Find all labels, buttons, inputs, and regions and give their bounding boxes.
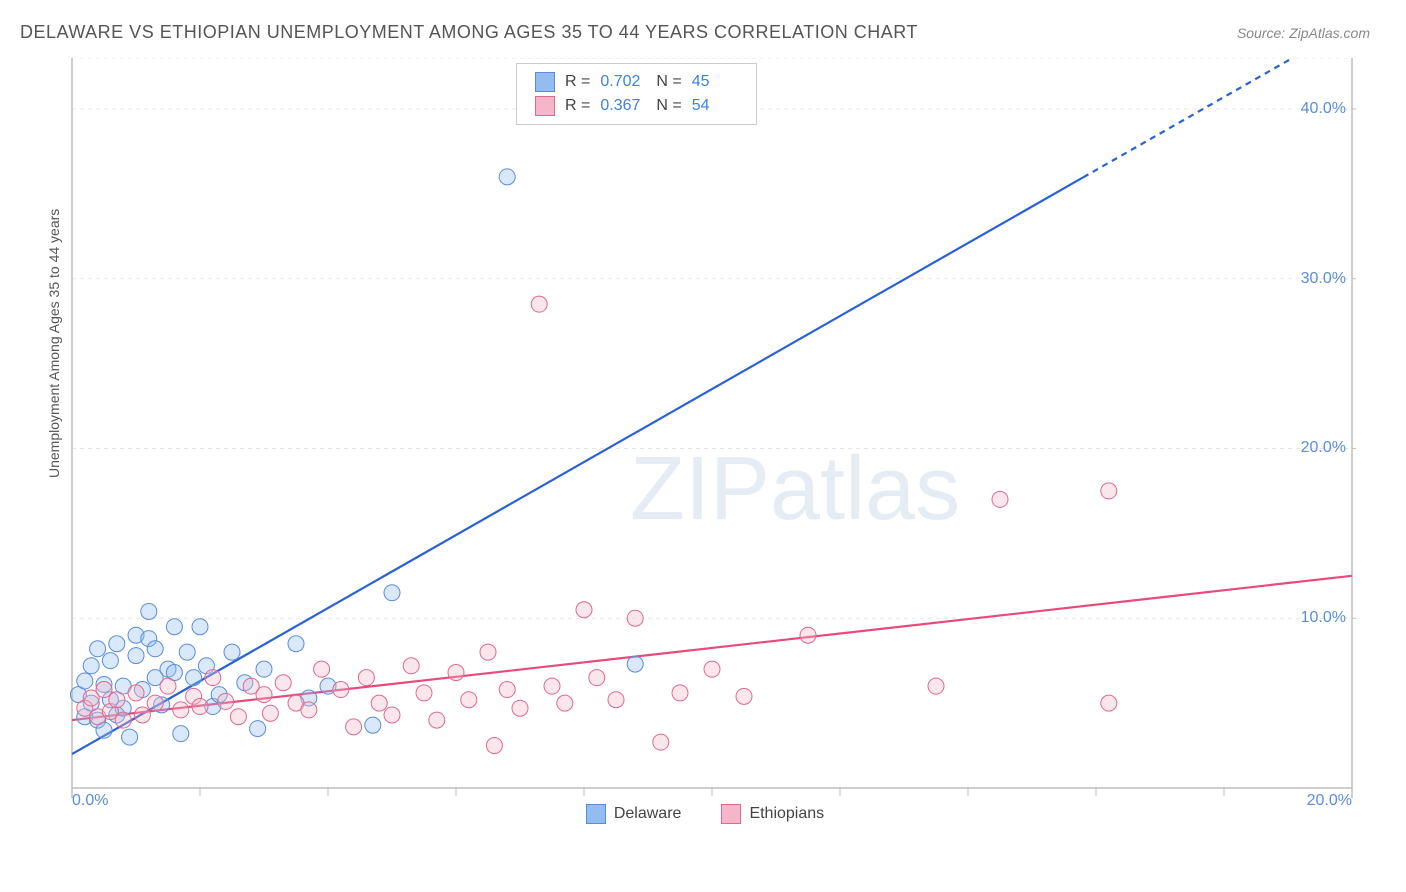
legend-label: Ethiopians	[749, 805, 824, 823]
xtick-label: 0.0%	[72, 792, 108, 810]
chart: Unemployment Among Ages 35 to 44 years Z…	[50, 58, 1360, 818]
ytick-label: 20.0%	[1301, 439, 1346, 457]
n-value: 45	[692, 73, 738, 91]
r-label: R =	[565, 97, 590, 115]
legend-swatch	[586, 804, 606, 824]
xtick-label: 20.0%	[1307, 792, 1352, 810]
legend-label: Delaware	[614, 805, 682, 823]
ytick-label: 10.0%	[1301, 609, 1346, 627]
stats-swatch	[535, 96, 555, 116]
stats-row: R = 0.702 N = 45	[535, 70, 738, 94]
n-value: 54	[692, 97, 738, 115]
n-label: N =	[656, 97, 681, 115]
stats-swatch	[535, 72, 555, 92]
r-label: R =	[565, 73, 590, 91]
n-label: N =	[656, 73, 681, 91]
ytick-label: 40.0%	[1301, 100, 1346, 118]
stats-box: R = 0.702 N = 45 R = 0.367 N = 54	[516, 63, 757, 125]
legend-item: Ethiopians	[721, 804, 824, 824]
r-value: 0.702	[600, 73, 646, 91]
chart-title: DELAWARE VS ETHIOPIAN UNEMPLOYMENT AMONG…	[20, 22, 918, 43]
x-legend: Delaware Ethiopians	[50, 804, 1360, 824]
stats-row: R = 0.367 N = 54	[535, 94, 738, 118]
chart-svg	[50, 58, 1356, 818]
legend-item: Delaware	[586, 804, 682, 824]
ytick-label: 30.0%	[1301, 270, 1346, 288]
source-label: Source: ZipAtlas.com	[1237, 25, 1370, 41]
header: DELAWARE VS ETHIOPIAN UNEMPLOYMENT AMONG…	[0, 0, 1406, 53]
r-value: 0.367	[600, 97, 646, 115]
legend-swatch	[721, 804, 741, 824]
